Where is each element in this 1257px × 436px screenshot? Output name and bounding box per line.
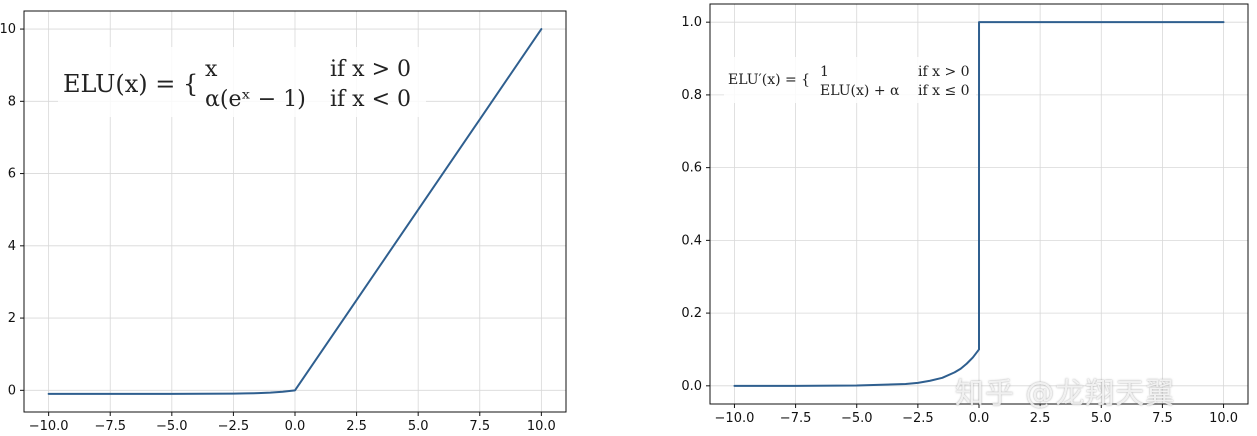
y-tick-label: 0.4 [681,233,702,248]
x-tick-label: 2.5 [346,419,367,434]
derivative-formula-case1-value: 1 [820,64,829,80]
series-line-0 [47,28,543,395]
x-tick-label: −5.0 [841,411,873,426]
x-tick-label: −10.0 [29,419,69,434]
y-tick-label: 0.8 [681,88,702,103]
x-tick-label: 7.5 [1152,411,1173,426]
y-tick-label: 0 [8,383,16,398]
x-tick-label: 5.0 [1091,411,1112,426]
elu-formula-lhs: ELU(x) = { [63,70,198,98]
derivative-formula-case2-value: ELU(x) + α [820,83,900,99]
x-tick-label: −5.0 [156,419,188,434]
watermark-text: 知乎 @龙翔天翼 [955,376,1176,410]
x-tick-label: −2.5 [902,411,934,426]
y-tick-label: 8 [8,94,16,109]
x-tick-label: 10.0 [1209,411,1238,426]
elu-formula-case2-value: α(eˣ − 1) [205,87,306,112]
elu-formula-case1-value: x [205,57,218,82]
x-tick-label: 5.0 [408,419,429,434]
x-tick-label: 7.5 [469,419,490,434]
derivative-formula-case2-condition: if x ≤ 0 [918,83,970,99]
elu-derivative-formula-annotation: ELU′(x) = { 1 if x > 0 ELU(x) + α if x ≤… [724,57,976,103]
series-line-0 [733,21,1225,387]
y-tick-label: 1.0 [681,15,702,30]
elu-formula-annotation: ELU(x) = { x if x > 0 α(eˣ − 1) if x < 0 [58,47,426,117]
y-tick-label: 2 [8,311,16,326]
x-tick-label: −10.0 [715,411,755,426]
derivative-formula-case1-condition: if x > 0 [918,64,970,80]
x-tick-label: −7.5 [780,411,812,426]
y-tick-label: 10 [0,22,16,37]
derivative-formula-background [724,57,976,103]
x-tick-label: 2.5 [1030,411,1051,426]
x-tick-label: 0.0 [285,419,306,434]
y-tick-label: 6 [8,167,16,182]
y-tick-label: 0.0 [681,379,702,394]
elu-formula-case2-condition: if x < 0 [330,87,411,112]
derivative-formula-lhs: ELU′(x) = { [728,72,810,88]
y-tick-label: 0.2 [681,306,702,321]
elu-derivative-chart: −10.0 −7.5 −5.0 −2.5 0.0 2.5 5.0 7.5 10.0 0.0 0.2 0… [681,3,1249,426]
y-tick-label: 0.6 [681,161,702,176]
x-tick-label: −7.5 [94,419,126,434]
y-tick-label: 4 [8,239,16,254]
x-tick-label: 0.0 [969,411,990,426]
x-tick-label: 10.0 [527,419,556,434]
elu-formula-case1-condition: if x > 0 [330,57,411,82]
formula-background [58,47,426,117]
x-tick-label: −2.5 [218,419,250,434]
